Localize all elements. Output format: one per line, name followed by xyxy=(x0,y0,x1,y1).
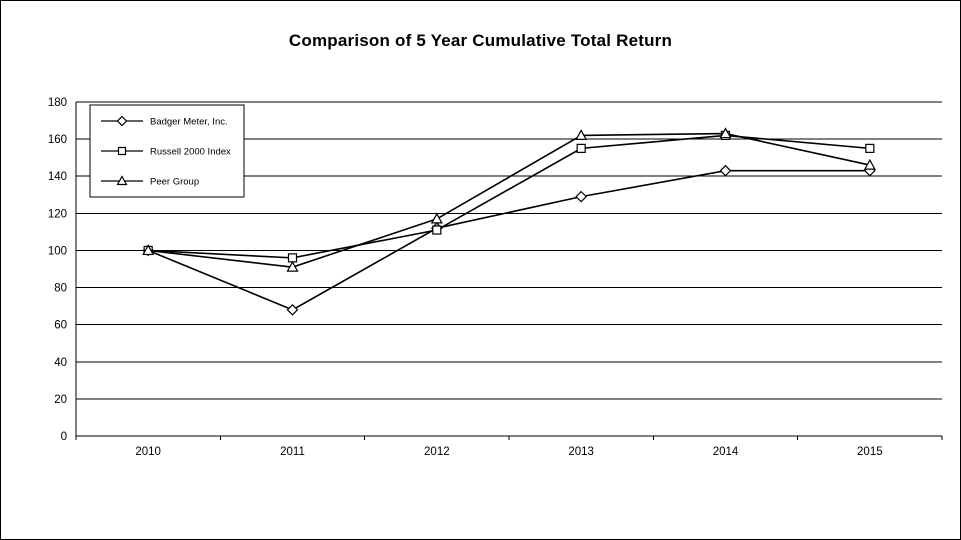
series-line-russell-2000-index xyxy=(148,134,870,259)
y-tick-label: 20 xyxy=(54,394,67,406)
y-tick-label: 80 xyxy=(54,283,67,295)
square-marker xyxy=(576,143,586,153)
legend-item-peer-group: Peer Group xyxy=(101,175,199,188)
legend-box xyxy=(89,104,245,198)
triangle-marker xyxy=(863,158,876,170)
series-russell-2000-index xyxy=(148,134,870,259)
legend: Badger Meter, Inc. Russell 2000 Index Peer… xyxy=(89,104,245,198)
x-tick-label: 2012 xyxy=(424,446,450,458)
series-markers-russell-2000-index xyxy=(143,130,875,263)
y-tick-label: 160 xyxy=(48,134,67,146)
legend-diamond-icon xyxy=(116,115,128,127)
y-tick-label: 40 xyxy=(54,357,67,369)
triangle-marker xyxy=(430,212,443,224)
square-marker xyxy=(865,143,875,153)
triangle-marker xyxy=(575,129,588,140)
diamond-marker xyxy=(286,303,299,316)
x-tick-label: 2011 xyxy=(280,446,305,458)
series-markers-badger-meter-inc xyxy=(142,164,876,316)
series-markers-peer-group xyxy=(142,127,876,272)
x-tick-label: 2014 xyxy=(713,446,739,458)
legend-label: Russell 2000 Index xyxy=(150,147,231,158)
legend-triangle-icon xyxy=(116,175,128,186)
x-tick-label: 2013 xyxy=(568,446,594,458)
series-line-peer-group xyxy=(148,132,871,268)
diamond-marker xyxy=(719,164,732,177)
series-badger-meter-inc xyxy=(147,169,870,311)
x-tick-label: 2015 xyxy=(857,446,883,458)
legend-label: Peer Group xyxy=(150,177,199,188)
square-marker xyxy=(432,225,442,235)
y-tick-label: 180 xyxy=(48,97,67,109)
square-marker xyxy=(287,253,298,263)
triangle-marker xyxy=(719,127,732,139)
triangle-marker xyxy=(286,260,299,272)
y-tick-label: 0 xyxy=(61,431,67,443)
y-tick-label: 140 xyxy=(48,171,67,183)
legend-item-russell-2000-index: Russell 2000 Index xyxy=(101,147,231,158)
chart-title: Comparison of 5 Year Cumulative Total Re… xyxy=(288,31,673,50)
legend-label: Badger Meter, Inc. xyxy=(150,117,228,128)
x-tick-label: 2010 xyxy=(135,446,161,458)
triangle-marker xyxy=(142,244,155,256)
legend-square-icon xyxy=(117,146,127,156)
series-line-badger-meter-inc xyxy=(147,169,870,311)
legend-item-badger-meter-inc: Badger Meter, Inc. xyxy=(101,115,228,128)
diamond-marker xyxy=(575,190,588,203)
y-tick-label: 120 xyxy=(48,208,67,220)
series-peer-group xyxy=(148,132,871,268)
y-tick-label: 100 xyxy=(48,245,67,257)
y-tick-label: 60 xyxy=(54,320,67,332)
